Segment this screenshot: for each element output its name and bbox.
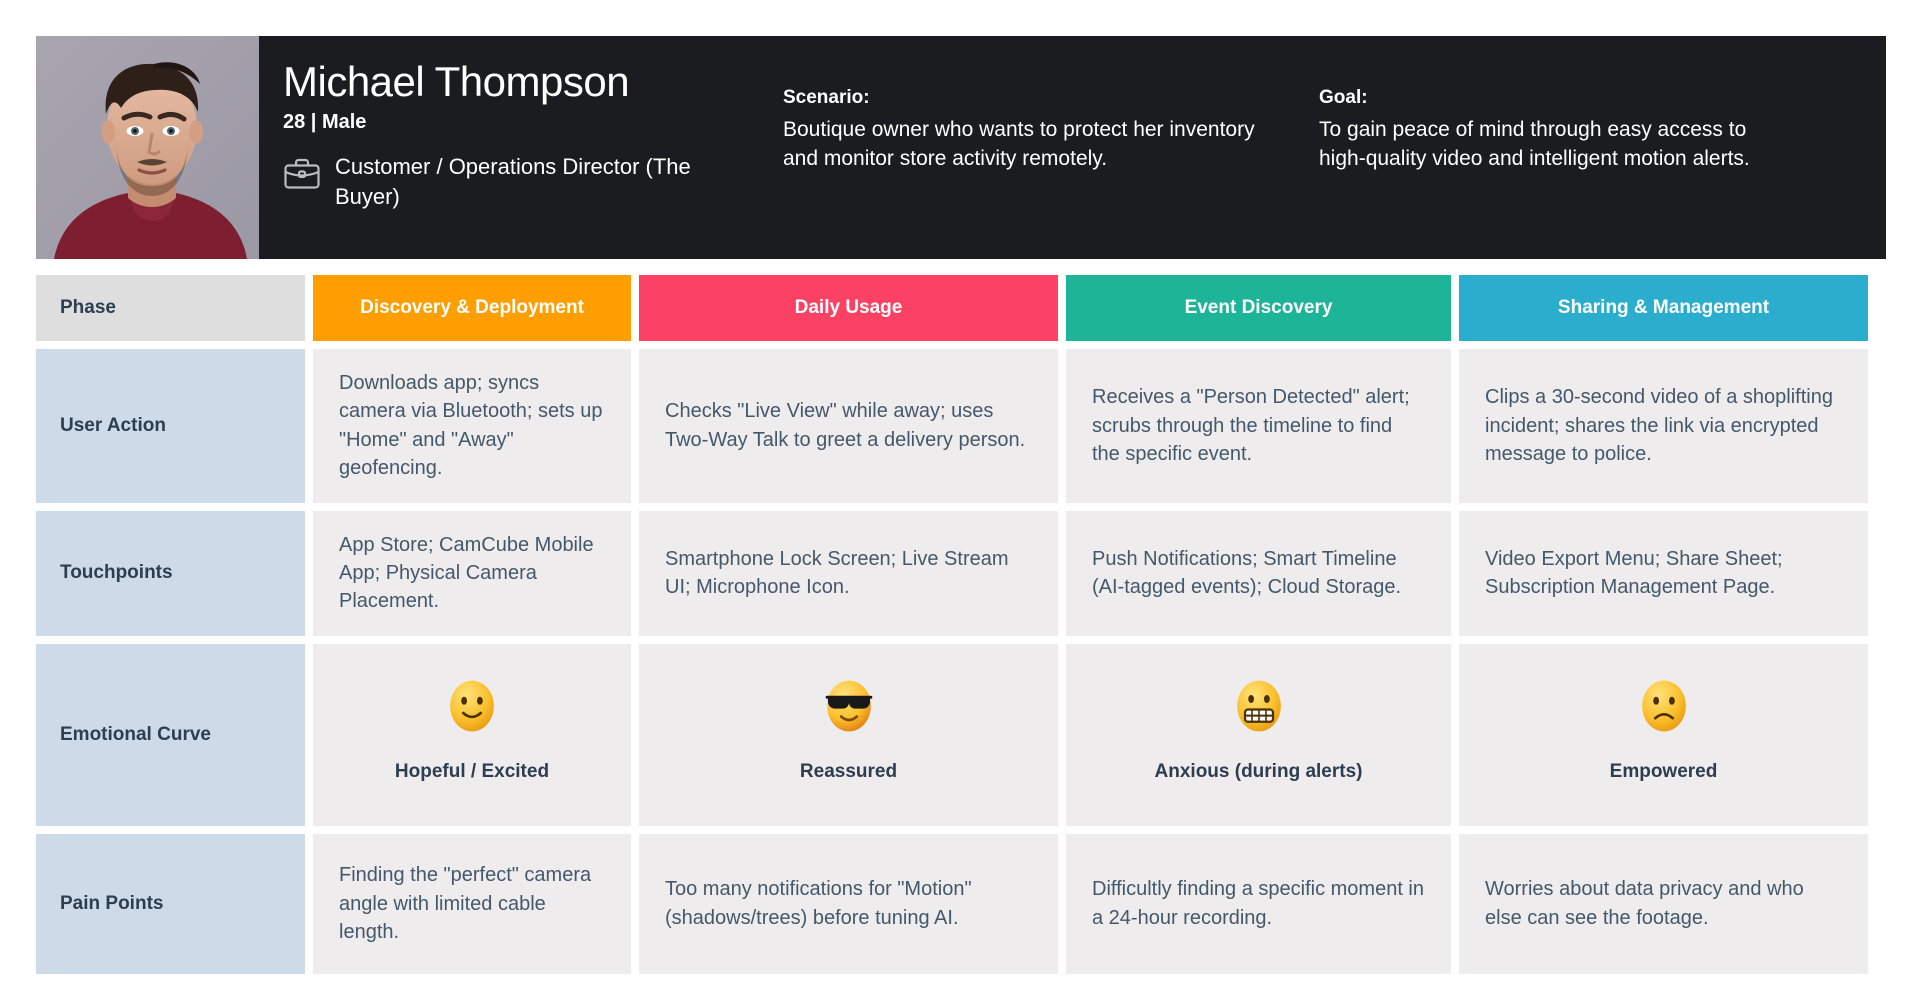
row-header-touchpoints: Touchpoints <box>36 510 305 636</box>
cell-user-action-1: Downloads app; syncs camera via Bluetoot… <box>313 349 631 503</box>
cell-emotion-1: Hopeful / Excited <box>313 643 631 826</box>
cell-pain-points-3: Difficultly finding a specific moment in… <box>1066 833 1451 974</box>
avatar <box>36 36 259 259</box>
row-header-user-action: User Action <box>36 349 305 503</box>
persona-role-row: Customer / Operations Director (The Buye… <box>283 152 759 211</box>
grimacing-face-icon <box>1231 678 1287 739</box>
cell-user-action-4: Clips a 30-second video of a shoplifting… <box>1459 349 1868 503</box>
row-header-emotional-curve-label: Emotional Curve <box>60 723 211 745</box>
cell-emotion-4-label: Empowered <box>1609 761 1718 783</box>
cell-emotion-2: Reassured <box>639 643 1058 826</box>
cell-touchpoints-1: App Store; CamCube Mobile App; Physical … <box>313 510 631 636</box>
cell-touchpoints-4: Video Export Menu; Share Sheet; Subscrip… <box>1459 510 1868 636</box>
cell-pain-points-2-text: Too many notifications for "Motion" (sha… <box>665 878 972 929</box>
phase-tab-3-label: Event Discovery <box>1184 297 1333 318</box>
cell-pain-points-4: Worries about data privacy and who else … <box>1459 833 1868 974</box>
cell-pain-points-1: Finding the "perfect" camera angle with … <box>313 833 631 974</box>
phase-tab-1[interactable]: Discovery & Deployment <box>313 275 631 341</box>
persona-header: Michael Thompson 28 | Male Customer / Op… <box>36 36 1886 259</box>
smiling-face-with-sunglasses-icon <box>821 678 877 739</box>
cell-emotion-3: Anxious (during alerts) <box>1066 643 1451 826</box>
scenario-text: Boutique owner who wants to protect her … <box>783 117 1255 171</box>
cell-pain-points-1-text: Finding the "perfect" camera angle with … <box>339 864 592 943</box>
scenario-block: Scenario: Boutique owner who wants to pr… <box>779 36 1309 259</box>
row-header-pain-points: Pain Points <box>36 833 305 974</box>
cell-pain-points-2: Too many notifications for "Motion" (sha… <box>639 833 1058 974</box>
cell-pain-points-4-text: Worries about data privacy and who else … <box>1485 878 1804 929</box>
phase-tab-3[interactable]: Event Discovery <box>1066 275 1451 341</box>
briefcase-icon <box>283 156 321 195</box>
phase-tab-1-label: Discovery & Deployment <box>360 297 584 318</box>
goal-block: Goal: To gain peace of mind through easy… <box>1309 36 1809 259</box>
cell-touchpoints-1-text: App Store; CamCube Mobile App; Physical … <box>339 533 594 613</box>
row-header-phase: Phase <box>36 275 305 341</box>
persona-name: Michael Thompson <box>283 58 630 105</box>
persona-identity: Michael Thompson 28 | Male Customer / Op… <box>259 36 779 259</box>
cell-user-action-1-text: Downloads app; syncs camera via Bluetoot… <box>339 372 603 480</box>
cell-touchpoints-3: Push Notifications; Smart Timeline (AI-t… <box>1066 510 1451 636</box>
cell-emotion-2-label: Reassured <box>799 761 898 783</box>
cell-emotion-4: Empowered <box>1459 643 1868 826</box>
cell-user-action-3-text: Receives a "Person Detected" alert; scru… <box>1092 386 1410 465</box>
persona-age-gender: 28 | Male <box>283 111 367 134</box>
phase-tab-2-label: Daily Usage <box>794 297 903 318</box>
goal-text: To gain peace of mind through easy acces… <box>1319 117 1750 171</box>
goal-label: Goal: <box>1319 87 1368 108</box>
slightly-frowning-face-icon <box>1636 678 1692 739</box>
row-header-emotional-curve: Emotional Curve <box>36 643 305 826</box>
cell-pain-points-3-text: Difficultly finding a specific moment in… <box>1092 878 1424 929</box>
phase-tab-2[interactable]: Daily Usage <box>639 275 1058 341</box>
cell-touchpoints-3-text: Push Notifications; Smart Timeline (AI-t… <box>1092 547 1402 599</box>
phase-tab-4[interactable]: Sharing & Management <box>1459 275 1868 341</box>
row-header-user-action-label: User Action <box>60 414 166 436</box>
cell-user-action-4-text: Clips a 30-second video of a shoplifting… <box>1485 386 1833 465</box>
cell-user-action-2-text: Checks "Live View" while away; uses Two-… <box>665 400 1026 451</box>
cell-emotion-1-label: Hopeful / Excited <box>394 761 550 783</box>
journey-grid: Phase Discovery & Deployment Daily Usage… <box>36 275 1886 974</box>
phase-tab-4-label: Sharing & Management <box>1557 297 1770 318</box>
slightly-smiling-face-icon <box>444 678 500 739</box>
row-header-touchpoints-label: Touchpoints <box>60 562 173 584</box>
avatar-photo <box>36 36 259 259</box>
cell-user-action-2: Checks "Live View" while away; uses Two-… <box>639 349 1058 503</box>
cell-touchpoints-4-text: Video Export Menu; Share Sheet; Subscrip… <box>1485 547 1783 599</box>
persona-role: Customer / Operations Director (The Buye… <box>335 154 691 209</box>
row-header-phase-label: Phase <box>60 297 116 318</box>
cell-emotion-3-label: Anxious (during alerts) <box>1154 761 1363 783</box>
cell-touchpoints-2: Smartphone Lock Screen; Live Stream UI; … <box>639 510 1058 636</box>
row-header-pain-points-label: Pain Points <box>60 892 164 914</box>
cell-touchpoints-2-text: Smartphone Lock Screen; Live Stream UI; … <box>665 547 1009 599</box>
cell-user-action-3: Receives a "Person Detected" alert; scru… <box>1066 349 1451 503</box>
scenario-label: Scenario: <box>783 87 870 108</box>
